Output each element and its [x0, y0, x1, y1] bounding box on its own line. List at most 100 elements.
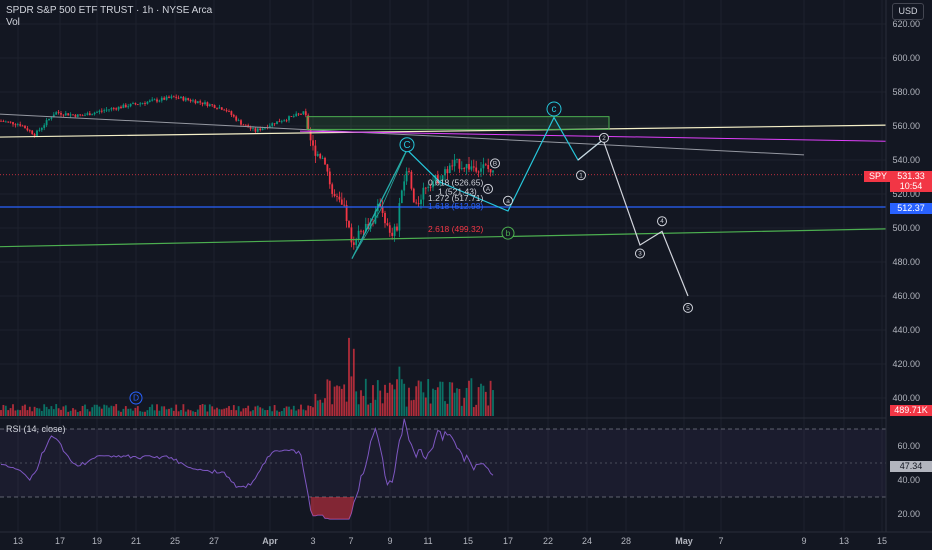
volume-bar	[304, 410, 307, 416]
candle	[122, 104, 125, 109]
wave-label: C	[403, 140, 410, 151]
candle	[381, 206, 384, 213]
volume-bar	[172, 410, 175, 416]
candle	[343, 204, 346, 206]
volume-tag: 489.71K	[890, 405, 932, 416]
volume-bar	[96, 404, 98, 416]
volume-bar	[448, 382, 451, 416]
candle	[468, 164, 470, 170]
volume-bar	[369, 402, 372, 416]
wave-marker	[399, 137, 415, 153]
candle	[14, 124, 17, 126]
volume-bar	[405, 406, 408, 416]
candle	[271, 123, 274, 126]
volume-bar	[463, 397, 466, 416]
volume-bar	[115, 404, 118, 416]
volume-bar	[74, 409, 77, 416]
volume-bar	[184, 411, 187, 416]
rsi-tick-label: 40.00	[897, 475, 920, 485]
volume-bar	[386, 392, 389, 416]
wave-label: a	[506, 198, 510, 205]
candle	[300, 113, 302, 115]
wave-label: 1	[579, 172, 583, 179]
candle	[139, 103, 142, 105]
volume-bar	[232, 405, 235, 416]
volume-bar	[252, 410, 254, 416]
candle	[129, 103, 132, 107]
candle	[211, 104, 214, 106]
candle	[288, 116, 290, 121]
candle	[309, 129, 312, 141]
trendline-magenta	[299, 130, 886, 142]
candle	[297, 113, 300, 115]
candle	[232, 114, 235, 117]
volume-bar	[9, 408, 12, 416]
currency-button[interactable]: USD	[892, 3, 924, 20]
volume-bar	[103, 404, 106, 416]
volume-bar	[196, 409, 199, 416]
candle	[259, 128, 262, 131]
volume-bar	[208, 404, 211, 416]
level-tag: 512.37	[890, 203, 932, 214]
volume-bar	[278, 411, 281, 416]
volume-bar	[247, 405, 250, 416]
volume-bar	[468, 380, 470, 416]
price-tick-label: 580.00	[892, 87, 920, 97]
volume-bar	[38, 408, 41, 416]
candle	[115, 108, 118, 110]
volume-bar	[72, 408, 74, 416]
wave-marker	[490, 158, 500, 169]
candle	[201, 102, 204, 105]
candle	[91, 114, 94, 116]
candle	[136, 104, 139, 106]
candle	[302, 111, 305, 115]
candle	[165, 96, 168, 100]
candle	[96, 111, 98, 113]
wave-marker	[683, 302, 693, 313]
volume-bar	[0, 410, 2, 416]
candle	[194, 100, 197, 104]
volume-bar	[175, 404, 178, 416]
candle	[187, 98, 190, 100]
volume-bar	[24, 404, 26, 416]
wave-label: 2	[602, 135, 606, 142]
candle	[81, 115, 84, 117]
price-tick-label: 440.00	[892, 325, 920, 335]
candle	[31, 130, 34, 134]
volume-bar	[160, 406, 163, 416]
candle	[180, 96, 182, 99]
volume-bar	[4, 405, 7, 416]
volume-bar	[343, 384, 346, 416]
candle	[256, 128, 259, 132]
time-tick-label: 15	[463, 536, 473, 546]
candle	[60, 113, 62, 115]
volume-bar	[192, 411, 194, 416]
volume-bar	[456, 388, 458, 416]
candle	[225, 110, 228, 112]
candle	[21, 125, 24, 127]
volume-bar	[98, 406, 101, 416]
time-tick-label: 9	[387, 536, 392, 546]
volume-bar	[43, 404, 46, 416]
volume-bar	[333, 386, 336, 416]
volume-bar	[350, 376, 353, 416]
time-tick-label: 24	[582, 536, 592, 546]
time-tick-label: 7	[718, 536, 723, 546]
volume-bar	[487, 405, 490, 416]
volume-bar	[28, 406, 31, 416]
volume-bar	[420, 381, 422, 416]
volume-bar	[156, 404, 158, 416]
volume-bar	[26, 410, 29, 416]
candle	[405, 171, 408, 182]
volume-bar	[163, 406, 166, 416]
wave-marker	[576, 170, 586, 181]
volume-bar	[60, 409, 62, 416]
candle	[475, 167, 478, 172]
price-tick-label: 460.00	[892, 291, 920, 301]
volume-bar	[458, 388, 461, 416]
volume-bar	[2, 404, 5, 416]
volume-bar	[86, 409, 89, 416]
volume-bar	[434, 389, 437, 416]
